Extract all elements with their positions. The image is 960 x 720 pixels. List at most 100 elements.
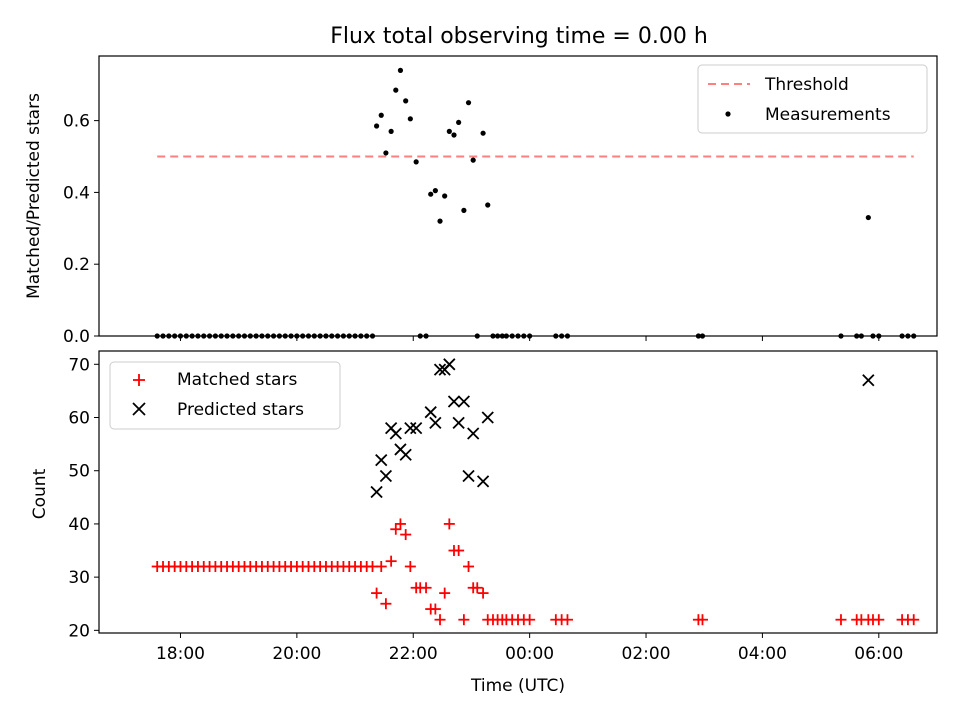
- predicted-point: [476, 475, 490, 488]
- x-tick-label: 18:00: [156, 644, 205, 664]
- x-tick-label: 02:00: [622, 644, 671, 664]
- bottom-y-tick-label: 30: [68, 568, 90, 588]
- matched-point: [385, 555, 397, 567]
- matched-point: [390, 523, 402, 535]
- bottom-y-tick-label: 60: [68, 409, 90, 429]
- legend-threshold-label: Threshold: [764, 75, 849, 95]
- top-axes-frame: [98, 55, 938, 337]
- matched-point: [458, 614, 470, 626]
- predicted-point: [404, 422, 417, 435]
- chart-title: Flux total observing time = 0.00 h: [330, 24, 708, 49]
- measurement-point: [393, 87, 399, 93]
- measurement-point: [461, 207, 467, 213]
- matched-point: [453, 545, 465, 557]
- predicted-point: [443, 358, 456, 371]
- matched-point: [429, 603, 441, 615]
- measurement-point: [470, 157, 476, 163]
- top-legend-box: [697, 64, 928, 134]
- predicted-point: [862, 374, 875, 387]
- bottom-y-tick-label: 50: [68, 462, 90, 482]
- measurement-point: [446, 128, 452, 134]
- predicted-point: [433, 363, 447, 376]
- matched-point: [404, 560, 416, 572]
- top-y-tick-label: 0.0: [63, 327, 90, 347]
- matched-point: [420, 582, 432, 594]
- bottom-x-ticks: 18:00 20:00 22:00 00:00 02:00 04:00 06:00: [156, 633, 903, 664]
- matched-point: [371, 587, 383, 599]
- top-y-tick-label: 0.2: [63, 255, 90, 275]
- top-y-axis-label: Matched/Predicted stars: [24, 93, 44, 299]
- measurement-point: [388, 128, 394, 134]
- bottom-y-tick-label: 70: [68, 355, 90, 375]
- x-tick-label: 20:00: [272, 644, 321, 664]
- matched-point: [394, 518, 406, 530]
- matched-point: [471, 582, 483, 594]
- x-tick-label: 00:00: [505, 644, 554, 664]
- x-axis-label: Time (UTC): [470, 676, 565, 696]
- measurement-point: [437, 218, 443, 224]
- top-y-tick-label: 0.4: [63, 183, 90, 203]
- top-x-ticks: [179, 336, 880, 341]
- measurement-point: [865, 214, 871, 221]
- measurement-point: [456, 119, 462, 126]
- top-panel: 0.0 0.2 0.4 0.6 Matched/Predicted stars Thr…: [24, 55, 938, 347]
- matched-point: [835, 614, 847, 626]
- predicted-point: [424, 406, 437, 419]
- predicted-point: [452, 416, 465, 429]
- legend-measurements-swatch: [725, 111, 731, 117]
- bottom-legend: Matched stars Predicted stars: [109, 361, 341, 430]
- predicted-point: [429, 416, 442, 429]
- measurement-point: [373, 123, 380, 129]
- matched-point: [375, 560, 387, 572]
- predicted-point: [467, 427, 480, 440]
- matched-point: [439, 587, 451, 599]
- measurement-point: [485, 202, 491, 208]
- bottom-legend-box: [109, 361, 341, 430]
- measurement-point: [378, 112, 384, 118]
- matched-point: [443, 518, 455, 530]
- matched-point: [561, 614, 573, 626]
- matched-point: [524, 614, 536, 626]
- legend-predicted-swatch: [132, 402, 146, 416]
- predicted-point: [399, 448, 412, 461]
- x-tick-label: 06:00: [854, 644, 903, 664]
- predicted-point: [481, 411, 494, 424]
- top-y-ticks: 0.0 0.2 0.4 0.6: [63, 112, 99, 347]
- predicted-point: [447, 395, 461, 408]
- matched-point: [908, 614, 920, 626]
- measurement-point: [451, 132, 457, 138]
- predicted-point: [457, 395, 471, 408]
- legend-predicted-label: Predicted stars: [177, 400, 304, 420]
- bottom-y-ticks: 20 30 40 50 60 70: [68, 355, 99, 641]
- top-legend: Threshold Measurements: [697, 64, 928, 134]
- matched-point: [463, 560, 475, 572]
- measurement-point: [383, 150, 389, 156]
- legend-measurements-label: Measurements: [765, 105, 891, 125]
- top-y-tick-label: 0.6: [63, 112, 90, 132]
- measurement-point: [432, 188, 438, 194]
- matched-point: [477, 587, 489, 599]
- x-tick-label: 04:00: [738, 644, 787, 664]
- measurement-point: [397, 67, 404, 73]
- measurement-point: [465, 100, 472, 106]
- matched-point: [873, 614, 885, 626]
- measurement-point: [442, 193, 448, 199]
- legend-matched-swatch: [133, 374, 145, 386]
- bottom-axes-frame: [98, 350, 938, 634]
- measurement-point: [413, 159, 419, 165]
- predicted-point: [379, 469, 393, 483]
- measurement-point: [480, 130, 486, 136]
- bottom-y-tick-label: 20: [68, 621, 90, 641]
- matched-point: [400, 529, 412, 541]
- bottom-y-tick-label: 40: [68, 515, 90, 535]
- predicted-point: [375, 453, 388, 467]
- predicted-point: [410, 422, 423, 435]
- bottom-panel: 20 30 40 50 60 70 18:00 20:00 22:00 00:00 02:00 04…: [30, 350, 938, 696]
- legend-matched-label: Matched stars: [177, 370, 297, 390]
- bottom-plot-marks: [151, 358, 920, 626]
- matched-point: [380, 598, 392, 610]
- matched-point: [434, 614, 446, 626]
- x-tick-label: 22:00: [389, 644, 438, 664]
- bottom-y-axis-label: Count: [30, 468, 50, 519]
